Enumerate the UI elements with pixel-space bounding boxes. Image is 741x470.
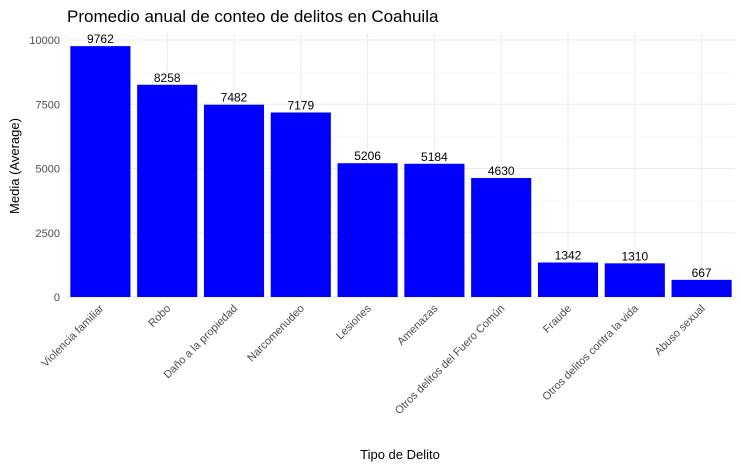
bar-data-label: 8258: [154, 71, 181, 85]
x-tick-label: Otros delitos del Fuero Común: [393, 303, 507, 417]
bar: [203, 104, 265, 297]
bar: [537, 262, 599, 297]
y-axis-title: Media (Average): [7, 118, 22, 214]
y-axis-ticks: 0 2500 5000 7500 10000: [29, 35, 60, 304]
bar-data-label: 1342: [555, 249, 582, 263]
x-tick-label: Narcomenudeo: [245, 303, 307, 365]
bar: [471, 178, 532, 297]
bar-data-label: 1310: [621, 249, 648, 263]
bar-data-label: 9762: [87, 32, 114, 46]
y-tick-label: 0: [54, 292, 60, 304]
y-tick-label: 7500: [36, 99, 60, 111]
x-tick-label: Amenazas: [395, 302, 441, 348]
bar-data-label: 7482: [221, 91, 248, 105]
bar-data-label: 4630: [488, 164, 515, 178]
bar-data-label: 5206: [354, 149, 381, 163]
bar-data-label: 5184: [421, 150, 448, 164]
x-tick-label: Daño a la propiedad: [162, 303, 241, 382]
bar: [70, 46, 131, 297]
bar-labels: 9762 8258 7482 7179 5206 5184 4630 1342 1310 667: [87, 32, 712, 280]
bar: [337, 163, 398, 297]
bar: [137, 84, 198, 297]
x-tick-label: Fraude: [541, 303, 574, 336]
bar-data-label: 667: [692, 266, 712, 280]
y-tick-label: 10000: [29, 35, 60, 47]
bar: [404, 163, 465, 297]
x-tick-label: Abuso sexual: [653, 303, 708, 358]
x-axis-title: Tipo de Delito: [360, 447, 440, 462]
x-tick-label: Lesiones: [334, 302, 374, 342]
x-tick-label: Robo: [146, 303, 173, 330]
chart-title: Promedio anual de conteo de delitos en C…: [67, 7, 439, 26]
bar-data-label: 7179: [287, 98, 314, 112]
bar: [604, 263, 665, 297]
y-tick-label: 2500: [36, 228, 60, 240]
y-tick-label: 5000: [36, 164, 60, 176]
bars: [70, 46, 732, 298]
bar: [270, 112, 331, 298]
x-tick-label: Violencia familiar: [39, 302, 106, 369]
bar: [671, 279, 732, 297]
